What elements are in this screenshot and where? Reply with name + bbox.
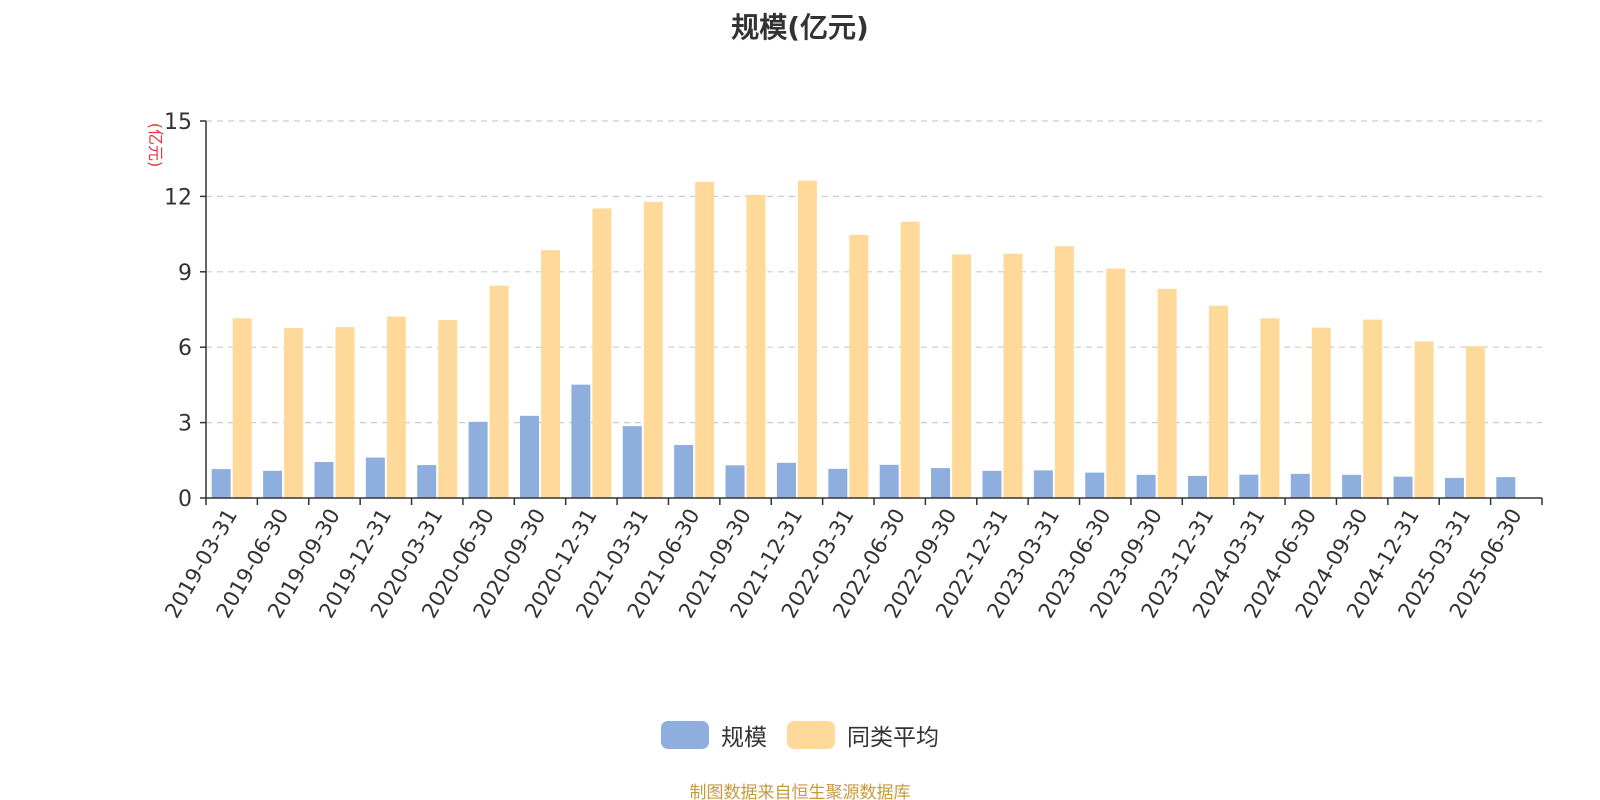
bar-peer-average [1414,341,1434,498]
legend-item-scale[interactable]: 规模 [661,718,767,752]
y-tick-label: 9 [178,261,192,286]
axes: 03691215(亿元)2019-03-312019-06-302019-09-… [146,110,1543,622]
bar-peer-average [592,208,612,499]
bar-scale [314,462,334,498]
y-axis-title: (亿元) [146,123,165,168]
y-tick-label: 15 [164,110,192,135]
bar-scale [879,464,899,498]
bar-peer-average [643,201,663,499]
bar-scale [1085,472,1105,498]
bar-peer-average [541,250,560,498]
bar-peer-average [232,318,252,498]
bar-scale [725,465,745,498]
bar-scale [1290,473,1310,498]
bar-peer-average [849,234,869,498]
bar-peer-average [1157,288,1177,498]
bar-peer-average [1003,253,1023,498]
bar-peer-average [746,194,766,498]
bar-peer-average [1106,268,1126,498]
bar-peer-average [1260,318,1280,498]
bar-scale [1342,474,1362,498]
bar-scale [1239,474,1259,498]
bar-scale [1444,477,1464,498]
bar-peer-average [489,285,509,498]
bar-scale [365,457,385,498]
bar-peer-average [335,327,355,498]
legend-swatch-peer-average [787,721,835,749]
bar-scale [674,444,694,498]
bar-scale [1188,475,1207,498]
bar-scale [776,462,796,498]
bar-scale [1136,474,1156,498]
y-tick-label: 6 [178,336,192,361]
bar-peer-average [1209,305,1228,498]
chart-title: 规模(亿元) [731,11,869,44]
y-tick-label: 12 [164,185,192,210]
legend: 规模 同类平均 [0,718,1600,752]
bar-scale [468,421,488,498]
bar-scale [1393,476,1413,498]
bar-scale [571,384,591,498]
bar-peer-average [1363,319,1383,498]
bar-scale [828,468,848,498]
bar-scale [417,465,437,498]
y-tick-label: 0 [178,487,192,512]
legend-swatch-scale [661,721,709,749]
bar-peer-average [1311,327,1331,498]
grid-lines [206,120,1542,424]
legend-label-peer-average: 同类平均 [847,725,939,751]
bar-scale [982,470,1002,498]
source-note: 制图数据来自恒生聚源数据库 [689,783,911,800]
bar-scale [622,426,642,498]
bar-peer-average [900,221,920,498]
bar-chart: 03691215(亿元)2019-03-312019-06-302019-09-… [146,110,1543,622]
bar-scale [263,470,283,498]
bar-peer-average [438,320,458,498]
bar-scale [1496,477,1516,498]
bar-scale [1033,470,1053,498]
bar-peer-average [1054,246,1074,498]
bar-scale [520,415,539,498]
bar-scale [211,469,231,498]
y-tick-label: 3 [178,412,192,437]
bar-peer-average [284,328,304,498]
bar-peer-average [1465,346,1485,498]
bar-scale [931,468,951,498]
bar-peer-average [952,254,972,498]
bar-peer-average [386,316,406,498]
bar-peer-average [695,181,715,498]
bars [211,180,1516,499]
bar-peer-average [797,180,817,499]
legend-label-scale: 规模 [721,725,767,751]
legend-item-peer-average[interactable]: 同类平均 [787,718,939,752]
